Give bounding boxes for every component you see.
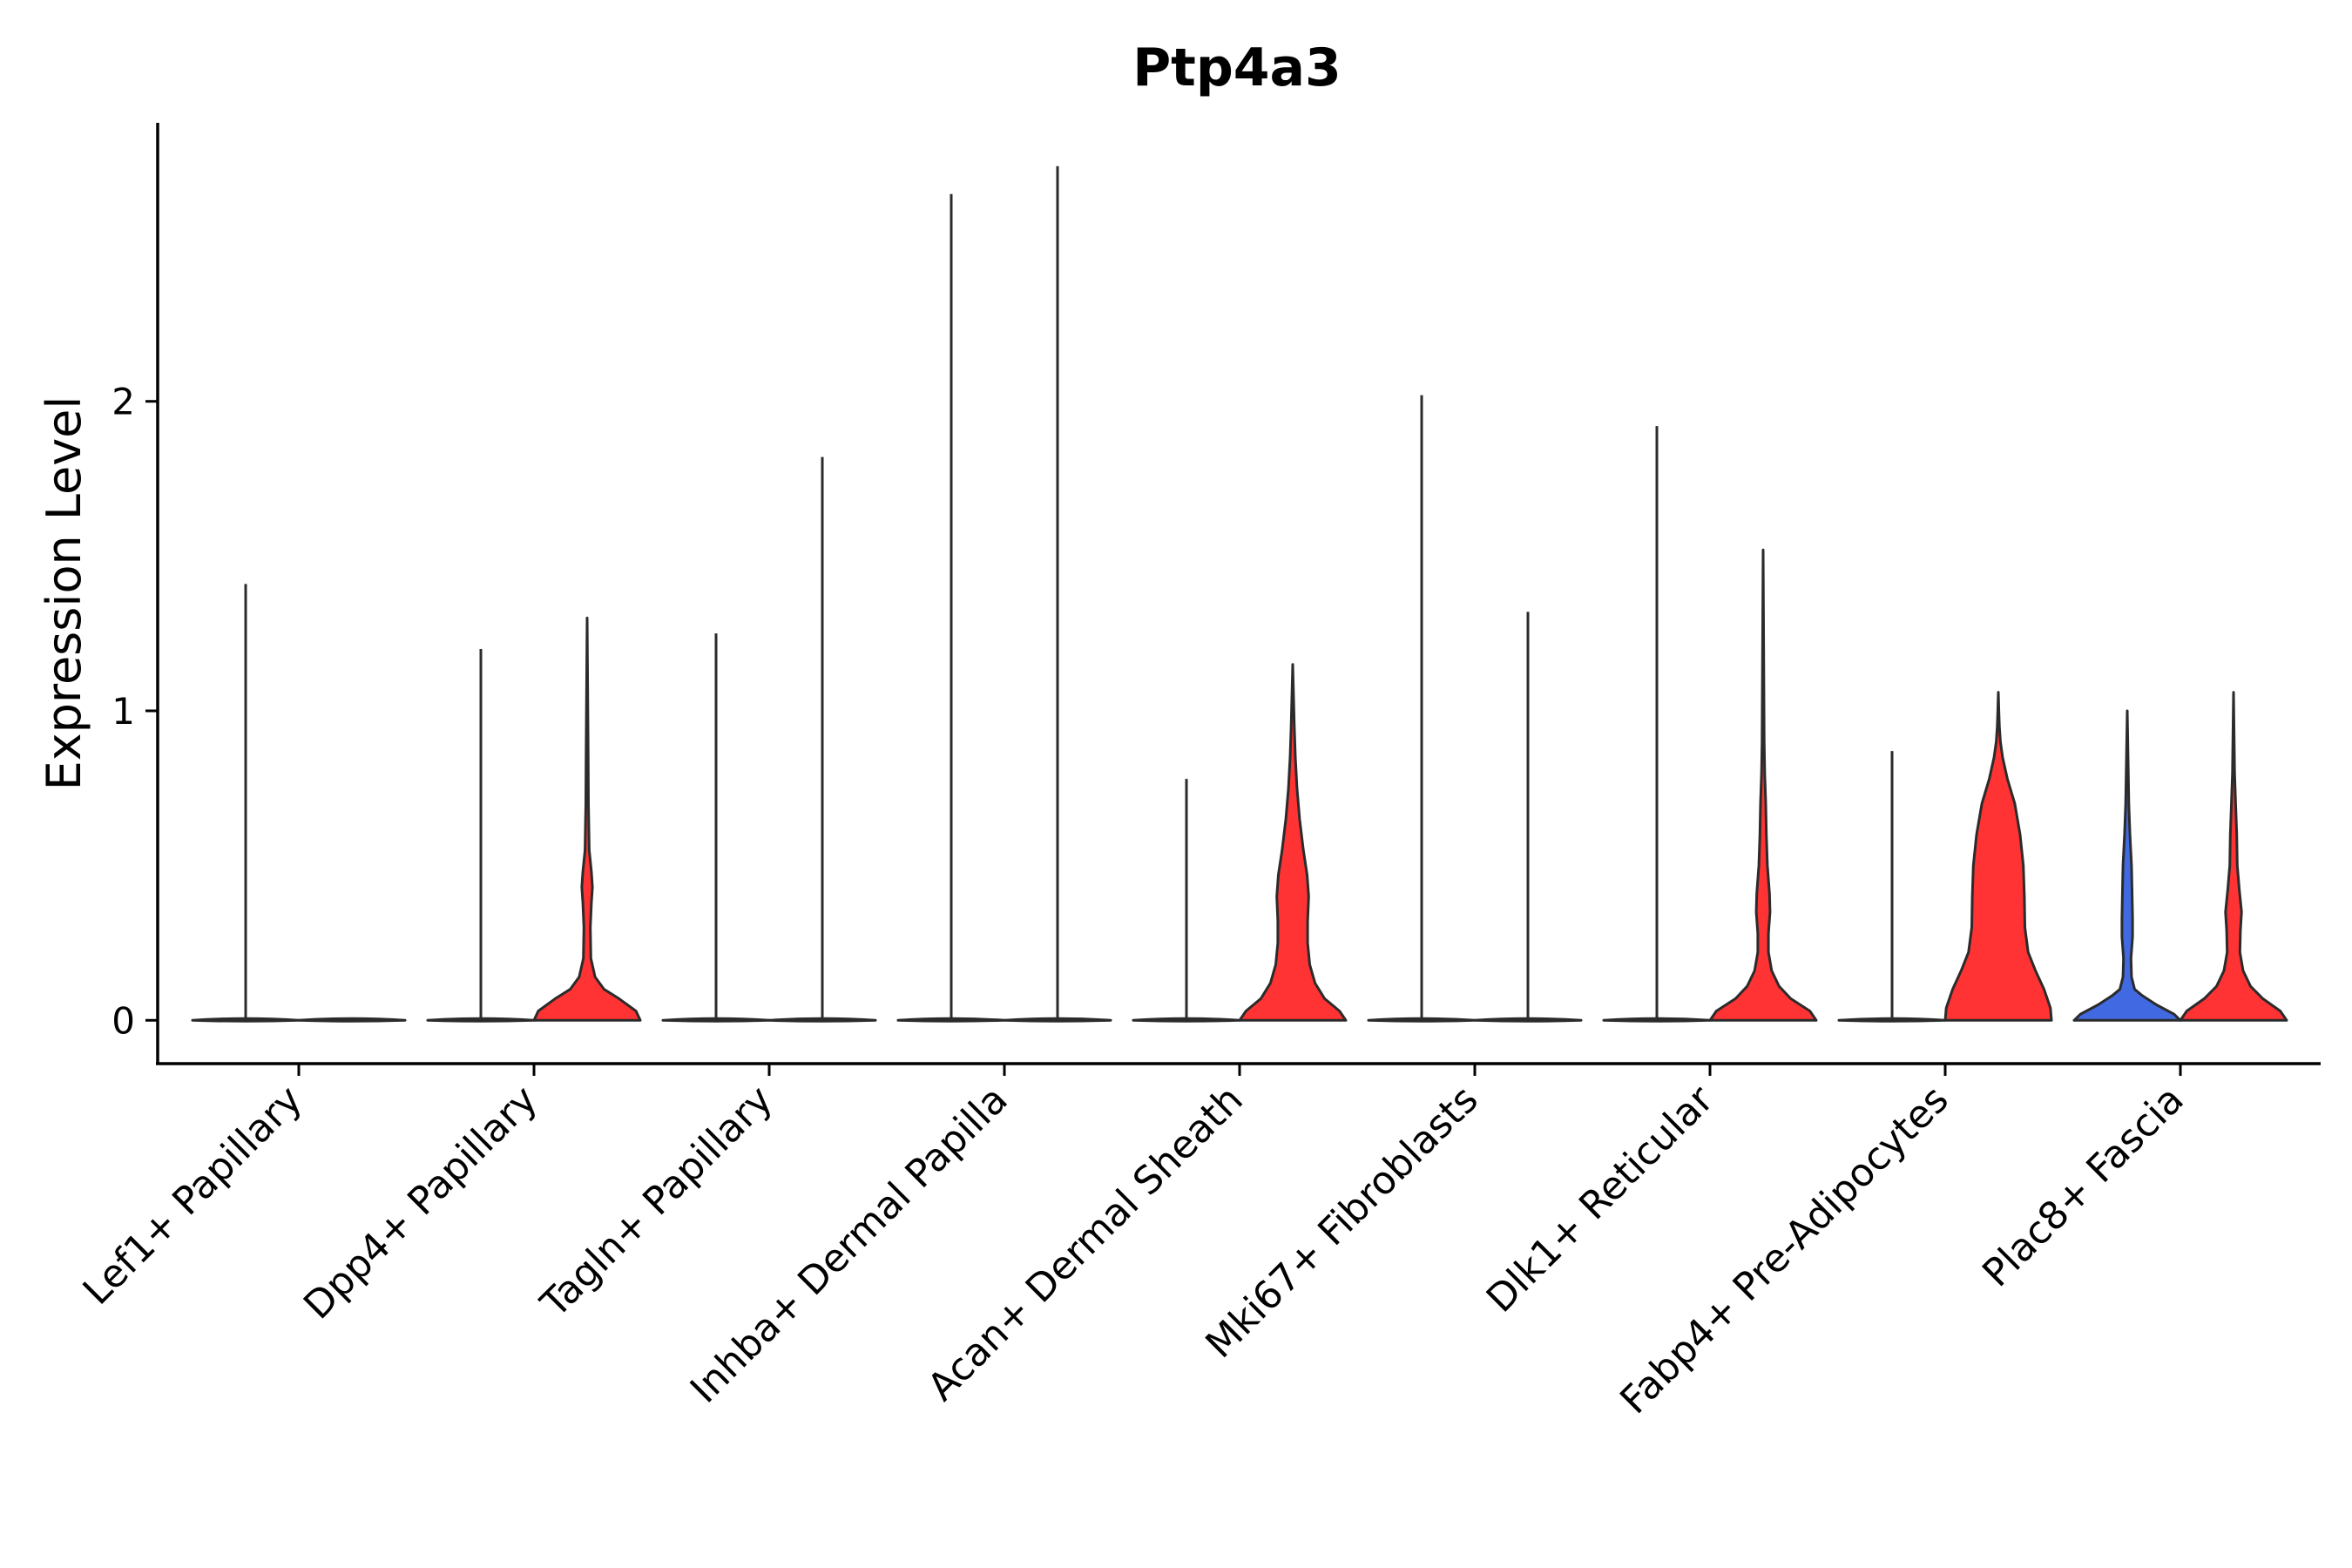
x-tick-label: Lef1+ Papillary	[75, 1078, 311, 1314]
violin-body	[297, 1017, 407, 1023]
x-tick-label: Plac8+ Fascia	[1974, 1078, 2193, 1296]
y-axis-label: Expression Level	[37, 396, 91, 791]
x-tick-label: Mki67+ Fibroblasts	[1197, 1078, 1486, 1367]
y-tick-label: 2	[112, 381, 135, 423]
chart-title: Ptp4a3	[1132, 37, 1342, 98]
x-tick-label: Dlk1+ Reticular	[1478, 1077, 1723, 1321]
violin-body	[2072, 709, 2182, 1022]
x-tick-label: Tagln+ Papillary	[532, 1078, 781, 1327]
violin-body	[1708, 548, 1818, 1022]
violin-body	[1943, 691, 2053, 1022]
x-tick-label: Dpp4+ Papillary	[295, 1078, 546, 1328]
y-tick-label: 1	[112, 690, 135, 733]
violin-body	[532, 616, 642, 1022]
y-tick-label: 0	[112, 999, 135, 1042]
violin-body	[2179, 691, 2288, 1022]
violin-body	[1238, 663, 1348, 1022]
